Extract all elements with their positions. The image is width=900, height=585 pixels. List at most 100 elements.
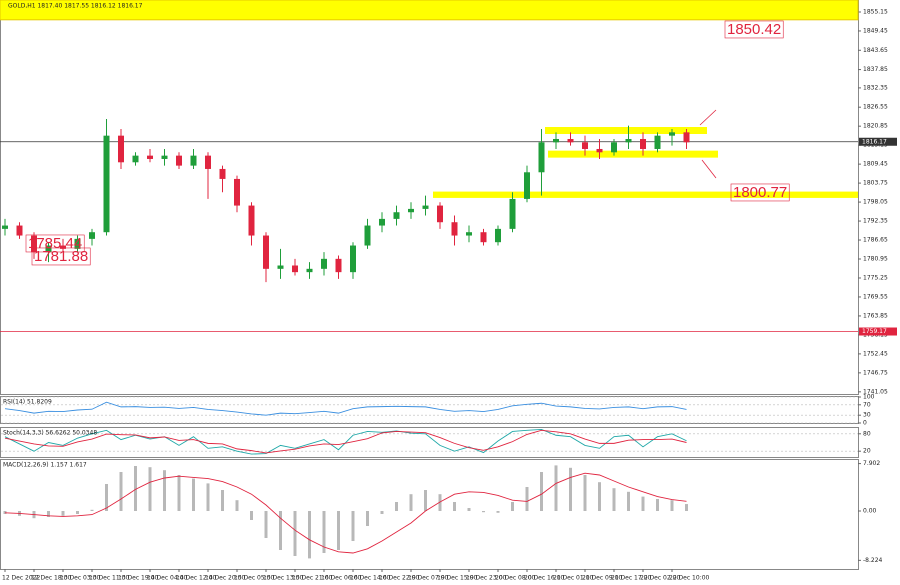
histogram-bar [656,499,659,511]
histogram-bar [90,509,94,511]
histogram-bar [540,472,543,511]
candle-body [437,205,443,223]
annotation-box [25,234,85,253]
y-tick-label: 70 [863,401,871,408]
candle-body [60,245,66,249]
histogram-bar [627,491,630,511]
price-tag-label: 1816.17 [862,138,887,145]
y-tick-label: 1820.85 [863,123,888,130]
candle-body [451,222,458,236]
y-tick-label: 1849.45 [863,27,888,34]
histogram-bar [76,511,79,514]
histogram-bar [438,494,442,511]
candle-body [495,228,501,243]
histogram-bar [264,511,268,538]
candle-body [683,132,690,143]
histogram-bar [322,511,326,553]
candle-body [350,245,356,273]
x-tick-label: 16 Dec 06:00 [321,575,362,582]
candle-body [103,135,110,233]
x-tick-label: 19 Dec 23:00 [466,575,507,582]
candle-body [118,135,124,163]
histogram-bar [61,511,65,516]
annotation-box [31,247,91,266]
histogram-bar [47,511,50,517]
zone [433,191,858,198]
histogram-bar [583,475,587,511]
candle-body [596,148,603,153]
histogram-bar [337,511,340,550]
price-tag [859,327,897,336]
candle-body [321,258,327,269]
x-tick-label: 13 Dec 19:00 [118,575,159,582]
candle-body [408,208,414,213]
y-tick-label: 1769.55 [863,293,888,300]
y-tick-label: 1809.45 [863,161,888,168]
candle-body [74,238,81,249]
y-tick-label: -8.224 [863,557,883,564]
x-tick-label: 22 Dec 02:00 [640,575,681,582]
x-tick-label: 14 Dec 20:00 [205,575,246,582]
candle-body [640,138,646,149]
y-tick-label: 30 [863,412,871,419]
candle-body [45,245,52,253]
histogram-bar [366,511,369,526]
candle-body [393,212,400,219]
y-tick-label: 1775.25 [863,274,888,281]
histogram-bar [293,511,297,556]
candle-body [277,265,284,269]
histogram-bar [612,488,616,511]
candle-body [538,142,545,173]
panel-title: GOLD,H1 1817.40 1817.55 1816.12 1816.17 [8,3,143,10]
y-tick-label: 1746.75 [863,369,888,376]
candle-body [176,155,182,166]
histogram-bar [525,487,529,511]
histogram-bar [395,502,398,511]
histogram-bar [177,475,181,511]
y-tick-label: 1843.65 [863,47,888,54]
histogram-bar [351,511,355,541]
y-tick-label: 80 [863,430,871,437]
candle-body [567,138,574,143]
histogram-bar [105,484,108,511]
candle-body [132,155,139,163]
histogram-bar [221,490,224,511]
y-tick-label: 1741.05 [863,388,888,395]
stoch-panel [0,427,859,458]
zone [548,150,718,158]
x-tick-label: 20 Dec 16:00 [524,575,565,582]
histogram-bar [206,483,210,511]
y-tick-label: 1786.65 [863,237,888,244]
annotation-box [730,183,790,202]
x-tick-label: 16 Dec 22:00 [379,575,420,582]
candle-body [161,155,168,159]
candle-body [364,225,371,246]
y-tick-label: 1752.45 [863,350,888,357]
histogram-bar [250,511,253,520]
y-tick-label: 1855.15 [863,8,888,15]
histogram-bar [685,504,688,511]
rsi-panel [0,396,859,424]
candle-body [292,265,298,273]
candle-body [379,218,385,226]
candle-body [219,168,226,179]
y-tick-label: 0 [863,420,867,427]
y-tick-label: 1837.85 [863,66,888,73]
y-tick-label: 7.902 [863,460,880,467]
candle-body [16,225,23,236]
y-tick-label: 100 [863,394,875,401]
candle-body [625,138,632,143]
y-tick-label: 0.00 [863,508,877,515]
histogram-bar [453,502,456,511]
candle-body [147,155,153,159]
annotation-box [724,20,784,39]
price-tag [859,137,897,146]
x-tick-label: 20 Dec 08:00 [495,575,536,582]
x-tick-label: 22 Dec 10:00 [669,575,710,582]
indicator-line [4,429,687,454]
panel-title: RSI(14) 51.8209 [3,399,52,406]
histogram-bar [569,467,572,511]
x-tick-label: 15 Dec 05:00 [234,575,275,582]
candle-body [509,198,516,229]
x-tick-label: 21 Dec 17:00 [611,575,652,582]
